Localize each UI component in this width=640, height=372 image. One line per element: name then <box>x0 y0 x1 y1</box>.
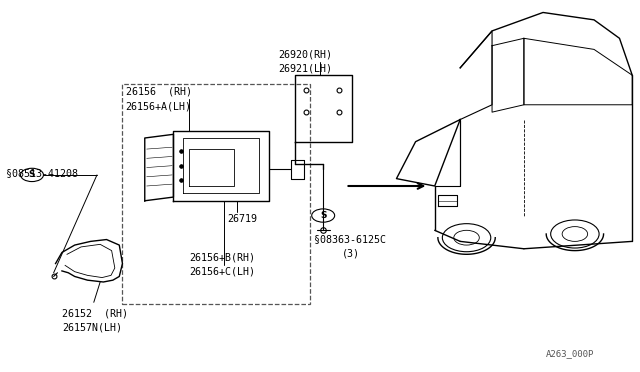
Text: 26152  (RH): 26152 (RH) <box>62 308 128 318</box>
Text: S: S <box>29 170 35 179</box>
Text: 26156+B(RH): 26156+B(RH) <box>189 253 255 263</box>
Text: 26920(RH): 26920(RH) <box>278 50 333 60</box>
Text: 26157N(LH): 26157N(LH) <box>62 322 122 332</box>
Text: §08363-6125C: §08363-6125C <box>314 234 386 244</box>
Text: 26156+C(LH): 26156+C(LH) <box>189 267 255 277</box>
Text: 26156+A(LH): 26156+A(LH) <box>125 102 191 112</box>
Text: 26921(LH): 26921(LH) <box>278 64 333 74</box>
Text: 26719: 26719 <box>228 214 258 224</box>
Text: A263_000P: A263_000P <box>546 349 595 358</box>
Text: 26156  (RH): 26156 (RH) <box>125 87 191 97</box>
Text: (3): (3) <box>342 248 360 258</box>
Text: §08513-41208: §08513-41208 <box>6 168 79 178</box>
Text: S: S <box>320 211 326 220</box>
